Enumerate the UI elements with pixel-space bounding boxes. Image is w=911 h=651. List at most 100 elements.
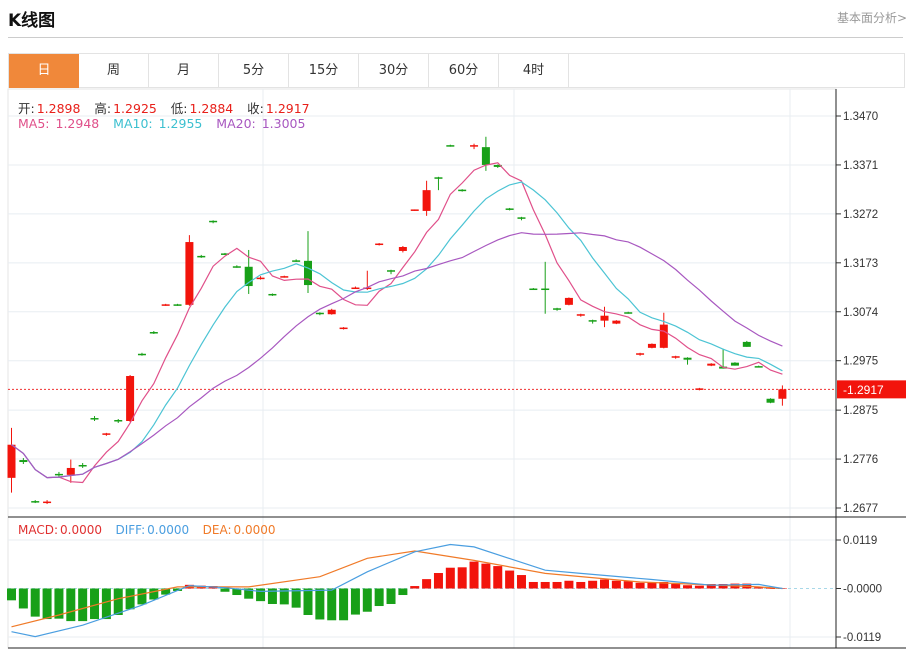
macd-bar [611,580,621,589]
candle-up [375,243,384,246]
candle-up [161,304,170,306]
y-tick-label: 1.3470 [843,111,878,123]
candle-up [576,314,585,316]
candle-down [517,217,526,219]
candle-down [505,208,514,210]
ma10-line [11,181,783,479]
high-label: 高: [94,101,112,116]
macd-legend: MACD: 0.0000 DIFF: 0.0000 DEA: 0.0000 [18,523,278,537]
macd-bar [220,588,230,592]
macd-y-tick-label: -0.0119 [843,632,881,644]
macd-bar [232,588,242,596]
tab-day[interactable]: 日 [9,54,79,88]
candle-down [197,255,206,258]
tab-month[interactable]: 月 [149,54,219,88]
macd-bar [671,584,681,589]
high-value: 1.2925 [113,101,157,116]
y-tick-label: 1.3272 [843,209,878,221]
candle-down [458,189,467,192]
macd-bar [137,588,147,605]
period-tabs: 日 周 月 5分 15分 30分 60分 4时 [8,53,905,88]
candle-down [541,288,550,291]
candle-down [304,260,312,286]
candle-down [730,362,739,366]
macd-bar [18,588,28,609]
macd-bar [623,581,633,589]
candle-up [102,433,111,435]
macd-bar [635,582,645,589]
macd-bar [327,588,337,621]
open-value: 1.2898 [36,101,81,116]
macd-bar [481,563,491,589]
macd-bar [493,566,503,589]
dea-label: DEA: [202,523,232,537]
ma10-value: 1.2955 [158,116,203,131]
candle-down [766,398,775,403]
candle-up [43,501,52,504]
candle-down [19,460,28,463]
macd-bar [374,588,384,607]
candle-down [54,473,63,476]
candle-up [256,277,265,280]
tab-week[interactable]: 周 [79,54,149,88]
candle-up [66,467,75,475]
low-value: 1.2884 [189,101,234,116]
page-title: K线图 [8,11,56,31]
candle-down [588,320,597,322]
diff-line [11,543,783,638]
macd-bar [564,580,574,589]
current-price-badge [837,380,906,399]
macd-bar [777,588,787,589]
candle-up [707,363,716,366]
fundamental-analysis-link[interactable]: 基本面分析> [836,11,907,25]
ma20-label: MA20: [216,116,256,131]
candle-down [315,312,324,315]
macd-bar [78,588,88,622]
candle-up [647,343,656,348]
tab-15min[interactable]: 15分 [289,54,359,88]
y-tick-label: 1.2975 [843,356,878,368]
macd-bar [66,588,76,622]
macd-bar [125,588,135,610]
candle-down [114,420,123,422]
candle-down [493,164,502,167]
ma20-value: 1.3005 [261,116,306,131]
tab-30min[interactable]: 30分 [359,54,429,88]
divider [8,37,903,38]
tab-5min[interactable]: 5分 [219,54,289,88]
macd-bar [694,585,704,589]
macd-bar [54,588,64,619]
macd-bar [149,588,159,600]
close-value: 1.2917 [265,101,310,116]
candle-up [351,287,360,290]
macd-bar [362,588,372,612]
candle-up [422,190,431,211]
macd-bar [398,588,408,596]
ma5-line [11,162,783,484]
candle-down [434,177,443,179]
candle-down [268,293,277,296]
candle-up [280,276,289,278]
candle-up [659,324,668,348]
tab-60min[interactable]: 60分 [429,54,499,88]
candle-down [446,145,455,147]
axes: 1.3470 1.3371 1.3272 1.3173 1.3074 1.2975 1.28… [8,89,906,649]
macd-bar [101,588,111,620]
macd-bar [256,588,266,602]
macd-bar [647,581,657,589]
current-price-label: -1.2917 [843,383,884,397]
macd-bar [540,581,550,589]
macd-bar [445,567,455,589]
open-label: 开: [18,101,35,116]
tab-4hour[interactable]: 4时 [499,54,569,88]
macd-bar [766,588,776,589]
candle-up [612,320,621,324]
macd-bar [267,588,277,604]
macd-bar [528,581,538,589]
macd-bar [754,587,764,589]
macd-bar [718,584,728,589]
candle-up [600,315,609,321]
candle-up [695,388,704,390]
macd-bar [315,588,325,620]
